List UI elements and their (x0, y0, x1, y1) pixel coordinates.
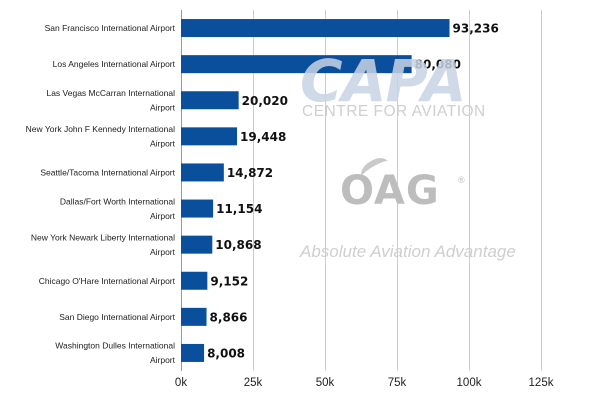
category-label: Chicago O'Hare International Airport (39, 276, 176, 286)
bars (181, 19, 450, 362)
bar (181, 307, 207, 326)
bar (181, 91, 239, 110)
bar (181, 163, 224, 182)
x-tick-label: 0k (175, 377, 187, 389)
data-label: 10,868 (215, 238, 261, 252)
category-label: New York Newark Liberty International Air… (31, 232, 176, 257)
data-label: 8,866 (210, 310, 248, 324)
x-tick-label: 100k (457, 377, 482, 389)
data-label: 8,008 (207, 346, 245, 360)
data-label: 80,080 (415, 58, 461, 72)
category-label: Los Angeles International Airport (53, 59, 176, 69)
x-axis-ticks: 0k 25k 50k 75k 100k 125k (175, 377, 554, 389)
bar (181, 199, 214, 218)
data-label: 19,448 (240, 130, 286, 144)
category-label: Las Vegas McCarran International Airport (46, 88, 175, 113)
category-labels: San Francisco International Airport Los A… (26, 23, 176, 365)
data-label: 20,020 (242, 94, 288, 108)
category-label: Dallas/Fort Worth International Airport (60, 196, 176, 221)
bar (181, 55, 412, 74)
x-tick-label: 50k (316, 377, 335, 389)
data-label: 93,236 (453, 22, 499, 36)
data-label: 11,154 (216, 202, 262, 216)
bar (181, 19, 450, 38)
category-label: Seattle/Tacoma International Airport (40, 167, 175, 177)
bar (181, 343, 205, 362)
x-tick-label: 25k (244, 377, 263, 389)
category-label: New York John F Kennedy International Air… (26, 124, 176, 149)
data-label: 9,152 (210, 274, 248, 288)
bar (181, 235, 213, 254)
x-tick-label: 75k (388, 377, 407, 389)
bar (181, 271, 208, 290)
category-label: San Francisco International Airport (45, 23, 176, 33)
category-label: San Diego International Airport (59, 312, 175, 322)
data-labels: 93,236 80,080 20,020 19,448 14,872 11,154 10,8… (207, 22, 499, 361)
category-label: Washington Dulles International Airport (55, 341, 175, 366)
data-label: 14,872 (227, 166, 273, 180)
bar (181, 127, 238, 146)
x-tick-label: 125k (529, 377, 554, 389)
